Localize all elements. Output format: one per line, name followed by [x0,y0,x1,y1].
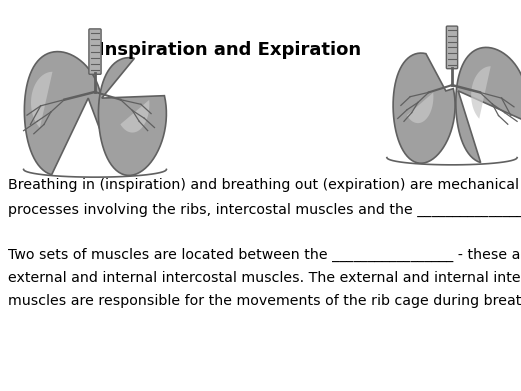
Text: Breathing in (inspiration) and breathing out (expiration) are mechanical: Breathing in (inspiration) and breathing… [8,178,519,192]
Text: Two sets of muscles are located between the _________________ - these are th: Two sets of muscles are located between … [8,248,521,262]
Polygon shape [456,47,521,163]
Polygon shape [24,52,103,175]
Text: muscles are responsible for the movements of the rib cage during breathing.: muscles are responsible for the movement… [8,294,521,308]
Polygon shape [98,57,166,176]
Polygon shape [393,53,455,163]
Text: external and internal intercostal muscles. The external and internal intercostal: external and internal intercostal muscle… [8,271,521,285]
FancyBboxPatch shape [446,26,457,69]
FancyBboxPatch shape [89,29,101,74]
Polygon shape [120,100,150,133]
Polygon shape [471,66,491,119]
Text: Inspiration and Expiration: Inspiration and Expiration [97,41,361,59]
Polygon shape [407,93,433,123]
Text: processes involving the ribs, intercostal muscles and the _________________.: processes involving the ribs, intercosta… [8,203,521,217]
Polygon shape [31,72,53,128]
